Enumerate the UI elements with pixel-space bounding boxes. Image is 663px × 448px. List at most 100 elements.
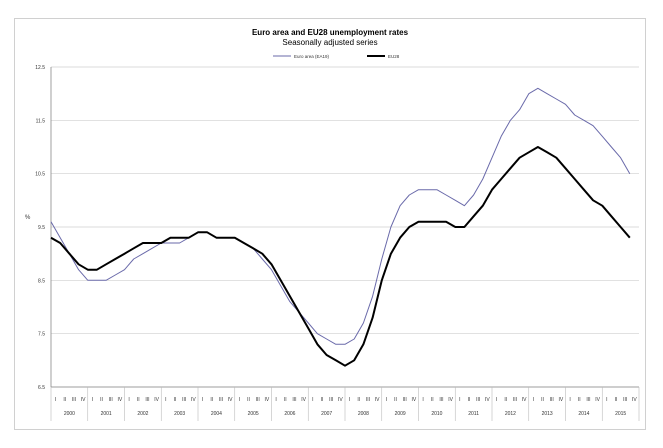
y-tick-label: 6.5 (38, 385, 45, 391)
quarter-label: III (550, 397, 554, 403)
gridlines (51, 66, 639, 388)
quarter-label: IV (448, 397, 453, 403)
quarter-label: I (165, 397, 166, 403)
quarter-label: IV (265, 397, 270, 403)
y-tick-label: 8.5 (38, 278, 45, 284)
quarter-label: I (275, 397, 276, 403)
quarter-label: III (513, 397, 517, 403)
year-label: 2004 (211, 411, 222, 417)
quarter-label: II (394, 397, 397, 403)
quarter-label: I (312, 397, 313, 403)
year-label: 2013 (542, 411, 553, 417)
quarter-label: I (496, 397, 497, 403)
quarter-label: III (145, 397, 149, 403)
y-tick-label: 7.5 (38, 332, 45, 338)
y-tick-label: 10.5 (35, 172, 45, 178)
quarter-label: I (606, 397, 607, 403)
quarter-label: III (109, 397, 113, 403)
series-lines (50, 87, 631, 367)
quarter-label: II (615, 397, 618, 403)
year-label: 2001 (101, 411, 112, 417)
quarter-label: III (182, 397, 186, 403)
quarter-label: IV (522, 397, 527, 403)
chart-subtitle: Seasonally adjusted series (282, 38, 377, 47)
quarter-label: I (459, 397, 460, 403)
year-label: 2005 (248, 411, 259, 417)
quarter-label: IV (301, 397, 306, 403)
quarter-label: III (586, 397, 590, 403)
quarter-label: IV (559, 397, 564, 403)
quarter-label: II (210, 397, 213, 403)
quarter-label: I (239, 397, 240, 403)
y-axis-label: % (25, 215, 31, 221)
quarter-label: IV (191, 397, 196, 403)
year-label: 2002 (137, 411, 148, 417)
quarter-label: III (623, 397, 627, 403)
quarter-label: I (386, 397, 387, 403)
quarter-label: II (541, 397, 544, 403)
series-line-euro-area (50, 87, 631, 345)
quarter-label: II (100, 397, 103, 403)
quarter-label: II (431, 397, 434, 403)
y-tick-label: 11.5 (36, 118, 46, 124)
year-label: 2006 (284, 411, 295, 417)
quarter-label: IV (154, 397, 159, 403)
year-label: 2003 (174, 411, 185, 417)
legend: Euro area (EA19) EU28 (273, 54, 400, 59)
quarter-label: III (329, 397, 333, 403)
quarter-label: I (202, 397, 203, 403)
quarter-label: II (468, 397, 471, 403)
quarter-label: III (366, 397, 370, 403)
quarter-label: II (284, 397, 287, 403)
quarter-label: IV (118, 397, 123, 403)
year-label: 2011 (468, 411, 479, 417)
legend-label-eu28: EU28 (388, 54, 400, 59)
series-line-eu28 (50, 146, 631, 367)
year-label: 2008 (358, 411, 369, 417)
quarter-label: II (63, 397, 66, 403)
quarter-label: II (137, 397, 140, 403)
quarter-label: III (256, 397, 260, 403)
year-label: 2015 (615, 411, 626, 417)
quarter-label: II (504, 397, 507, 403)
quarter-label: II (321, 397, 324, 403)
quarter-label: III (219, 397, 223, 403)
chart-title: Euro area and EU28 unemployment rates (252, 28, 409, 37)
quarter-label: IV (338, 397, 343, 403)
quarter-label: II (578, 397, 581, 403)
year-label: 2014 (578, 411, 589, 417)
quarter-label: III (476, 397, 480, 403)
quarter-label: IV (595, 397, 600, 403)
year-label: 2012 (505, 411, 516, 417)
quarter-label: IV (485, 397, 490, 403)
y-tick-label: 9.5 (38, 225, 45, 231)
quarter-label: I (533, 397, 534, 403)
y-axis-ticks: 6.5 7.5 8.5 9.5 10.5 11.5 12.5 (35, 65, 45, 391)
quarter-label: IV (632, 397, 637, 403)
unemployment-line-chart: Euro area and EU28 unemployment rates Se… (25, 28, 640, 421)
quarter-label: III (403, 397, 407, 403)
quarter-label: II (247, 397, 250, 403)
year-label: 2000 (64, 411, 75, 417)
quarter-label: I (128, 397, 129, 403)
year-label: 2007 (321, 411, 332, 417)
quarter-label: III (72, 397, 76, 403)
y-tick-label: 12.5 (35, 65, 45, 71)
quarter-label: IV (412, 397, 417, 403)
quarter-label: III (439, 397, 443, 403)
quarter-label: I (349, 397, 350, 403)
quarter-label: IV (228, 397, 233, 403)
quarter-label: IV (375, 397, 380, 403)
quarter-label: I (92, 397, 93, 403)
quarter-label: III (292, 397, 296, 403)
quarter-label: I (55, 397, 56, 403)
legend-label-euro-area: Euro area (EA19) (294, 54, 330, 59)
quarter-label: I (422, 397, 423, 403)
quarter-label: IV (81, 397, 86, 403)
quarter-label: I (569, 397, 570, 403)
year-label: 2009 (395, 411, 406, 417)
quarter-label: II (357, 397, 360, 403)
chart-frame: Euro area and EU28 unemployment rates Se… (14, 18, 646, 430)
quarter-label: II (174, 397, 177, 403)
